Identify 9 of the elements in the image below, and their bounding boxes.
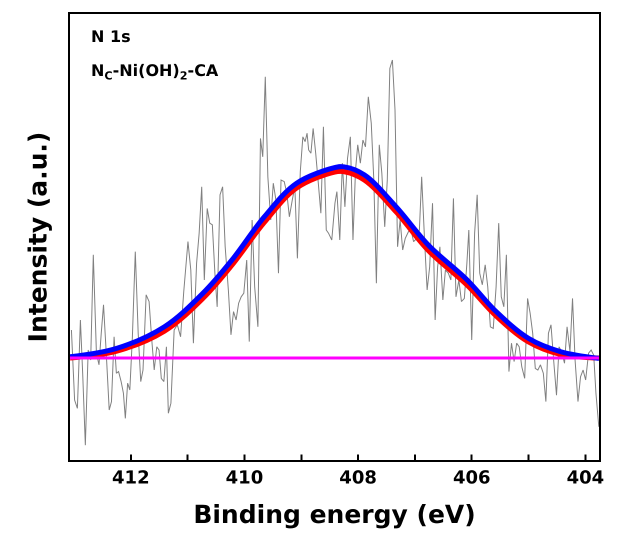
- x-tick-label: 406: [452, 467, 491, 488]
- x-tick-label: 412: [112, 467, 150, 488]
- text: N 1s: [91, 27, 131, 46]
- y-axis-title: Intensity (a.u.): [24, 132, 52, 342]
- x-tick-label: 408: [339, 467, 377, 488]
- annotation: N$_{C}$-Ni(OH)$_{2}$-CA: [91, 61, 219, 82]
- x-axis-title: Binding energy (eV): [193, 500, 476, 529]
- x-tick-label: 404: [566, 467, 604, 488]
- x-tick-label: 410: [226, 467, 264, 488]
